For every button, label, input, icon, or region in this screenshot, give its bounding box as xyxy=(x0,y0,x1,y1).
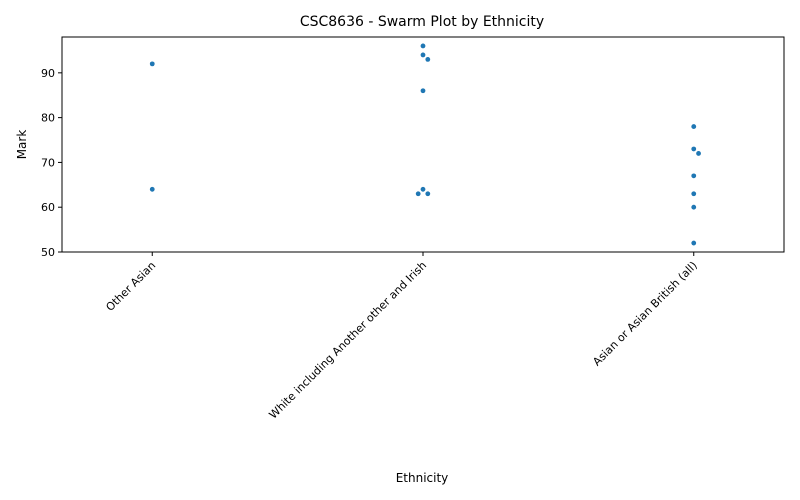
chart-title: CSC8636 - Swarm Plot by Ethnicity xyxy=(300,14,544,30)
data-point xyxy=(420,88,426,94)
plot-area xyxy=(61,36,785,253)
data-point xyxy=(149,61,155,67)
y-tick-label: 90 xyxy=(41,67,55,80)
data-point xyxy=(420,186,426,192)
y-tick-label: 70 xyxy=(41,156,55,169)
y-axis: 50 60 70 80 90 xyxy=(41,67,62,259)
plot-frame xyxy=(61,36,785,253)
x-axis: Other Asian White including Another other… xyxy=(103,252,700,422)
data-point xyxy=(691,124,697,129)
data-points xyxy=(149,43,701,246)
data-point xyxy=(691,173,697,179)
data-point xyxy=(420,43,426,49)
data-point xyxy=(696,151,701,156)
data-point xyxy=(149,186,155,192)
y-axis-label: Mark xyxy=(15,130,29,160)
data-point xyxy=(691,191,697,197)
y-tick-label: 80 xyxy=(41,112,55,125)
x-axis-label: Ethnicity xyxy=(396,471,449,485)
data-point xyxy=(691,204,697,210)
data-point xyxy=(425,191,431,197)
data-point xyxy=(415,191,421,197)
y-tick-label: 60 xyxy=(41,201,55,214)
data-point xyxy=(420,52,426,58)
x-tick-label: White including Another other and Irish xyxy=(267,259,430,422)
data-point xyxy=(425,56,431,62)
y-tick-label: 50 xyxy=(41,246,55,259)
x-tick-label: Other Asian xyxy=(103,259,158,314)
data-point xyxy=(691,240,697,246)
data-point xyxy=(691,146,697,152)
x-tick-label: Asian or Asian British (all) xyxy=(590,259,700,369)
